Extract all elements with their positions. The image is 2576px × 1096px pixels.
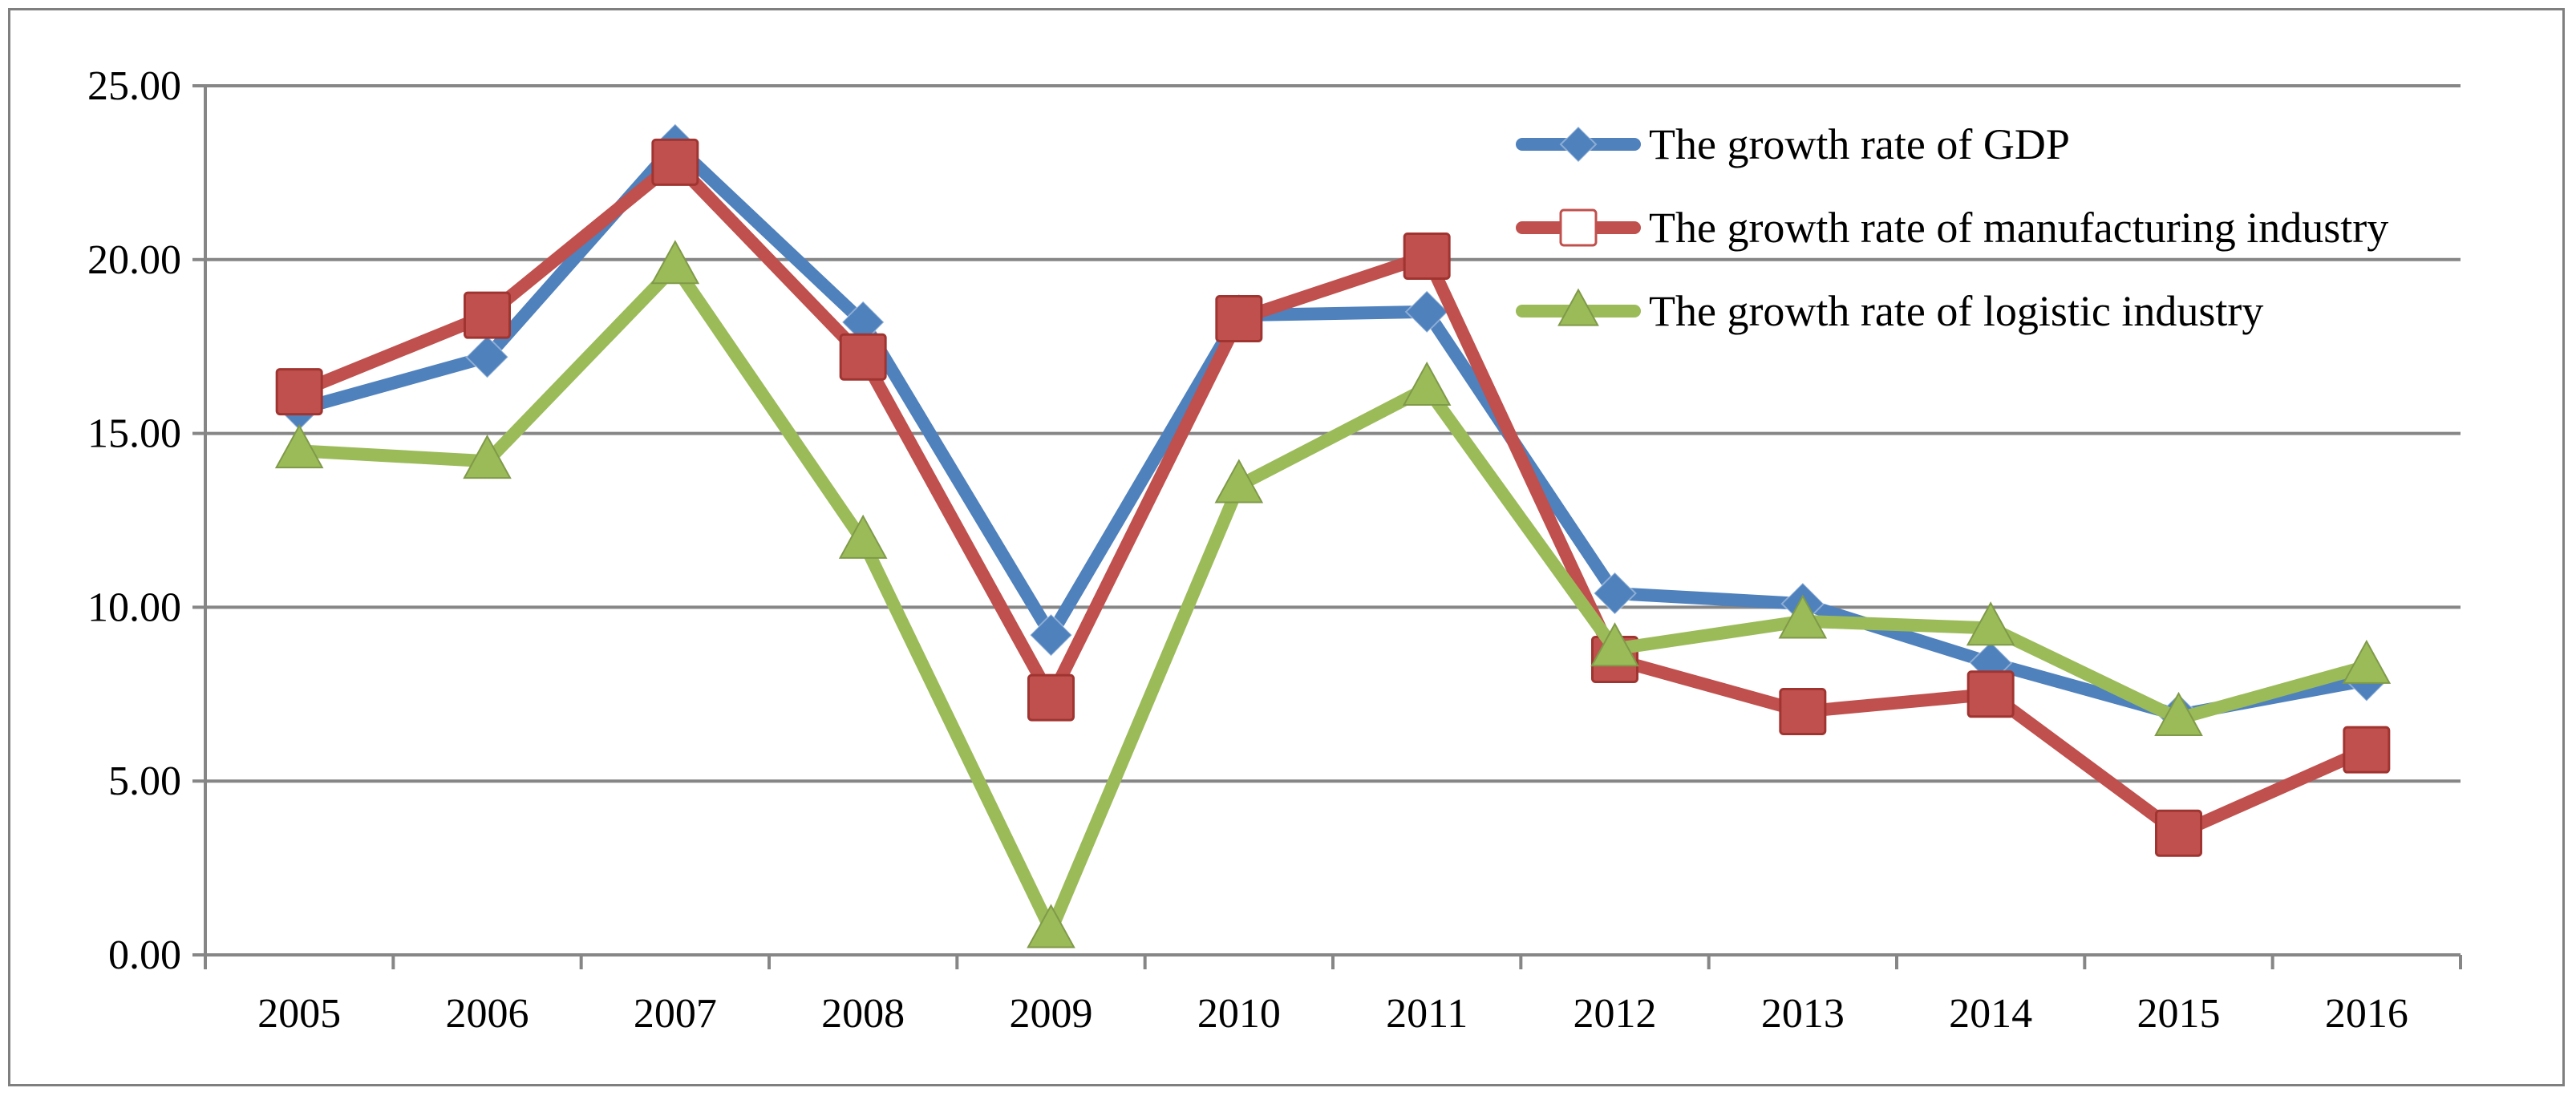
series-3 xyxy=(274,240,2392,948)
data-point xyxy=(1966,670,2015,718)
y-tick-label: 0.00 xyxy=(108,932,181,978)
x-tick-label: 2009 xyxy=(1010,991,1093,1037)
data-point xyxy=(463,435,512,479)
series-line xyxy=(293,260,2373,937)
data-point xyxy=(1027,904,1075,948)
data-point xyxy=(465,334,509,379)
legend-marker xyxy=(1559,208,1598,247)
data-point xyxy=(1593,571,1637,616)
data-point xyxy=(2343,726,2391,774)
legend-entry: The growth rate of GDP xyxy=(1516,120,2070,168)
legend: The growth rate of GDP The growth rate of… xyxy=(1516,120,2388,335)
y-tick-label: 20.00 xyxy=(87,237,181,283)
data-point xyxy=(1214,459,1264,504)
y-tick-label: 15.00 xyxy=(87,411,181,457)
y-tick-label: 10.00 xyxy=(87,584,181,630)
data-point xyxy=(2155,809,2202,857)
x-tick-label: 2011 xyxy=(1386,991,1468,1037)
data-point xyxy=(1215,295,1263,343)
data-point xyxy=(2342,639,2392,684)
data-point xyxy=(650,240,700,285)
legend-entry: The growth rate of logistic industry xyxy=(1516,287,2263,335)
series-2 xyxy=(275,138,2391,857)
legend-label: The growth rate of manufacturing industr… xyxy=(1649,204,2388,252)
data-point xyxy=(1966,601,2015,646)
data-point xyxy=(839,333,887,381)
data-point xyxy=(2154,691,2203,736)
x-tick-label: 2013 xyxy=(1761,991,1845,1037)
x-tick-label: 2014 xyxy=(1949,991,2032,1037)
data-point xyxy=(1779,687,1827,735)
x-tick-label: 2015 xyxy=(2137,991,2221,1037)
x-tick-label: 2007 xyxy=(634,991,717,1037)
x-tick-label: 2012 xyxy=(1574,991,1657,1037)
y-tick-label: 5.00 xyxy=(108,758,181,804)
line-chart: 0.00 5.00 10.00 15.00 20.00 25.00 2005 2006 2007… xyxy=(87,63,2462,1037)
data-point xyxy=(275,368,323,416)
x-tick-label: 2005 xyxy=(257,991,341,1037)
data-point xyxy=(1403,232,1451,280)
x-tick-label: 2008 xyxy=(821,991,905,1037)
axes: 0.00 5.00 10.00 15.00 20.00 25.00 2005 2006 2007… xyxy=(87,63,2462,1037)
legend-label: The growth rate of GDP xyxy=(1649,120,2070,168)
data-point xyxy=(1404,289,1449,334)
y-tick-label: 25.00 xyxy=(87,63,181,109)
x-tick-label: 2016 xyxy=(2325,991,2408,1037)
legend-label: The growth rate of logistic industry xyxy=(1649,287,2263,335)
data-point xyxy=(1402,361,1452,406)
data-point xyxy=(1029,613,1073,657)
data-point xyxy=(1590,622,1639,667)
data-point xyxy=(274,424,324,469)
data-point xyxy=(1027,673,1075,722)
data-point xyxy=(464,291,511,339)
x-tick-label: 2006 xyxy=(446,991,529,1037)
chart-frame: 0.00 5.00 10.00 15.00 20.00 25.00 2005 2006 2007… xyxy=(8,8,2565,1086)
legend-entry: The growth rate of manufacturing industr… xyxy=(1516,204,2388,252)
series-line xyxy=(293,156,2373,840)
x-tick-label: 2010 xyxy=(1197,991,1281,1037)
legend-marker xyxy=(1559,125,1598,164)
series-lines xyxy=(274,123,2392,948)
legend-marker xyxy=(1557,288,1599,326)
data-point xyxy=(838,514,888,559)
data-point xyxy=(1778,594,1828,639)
data-point xyxy=(651,138,699,186)
